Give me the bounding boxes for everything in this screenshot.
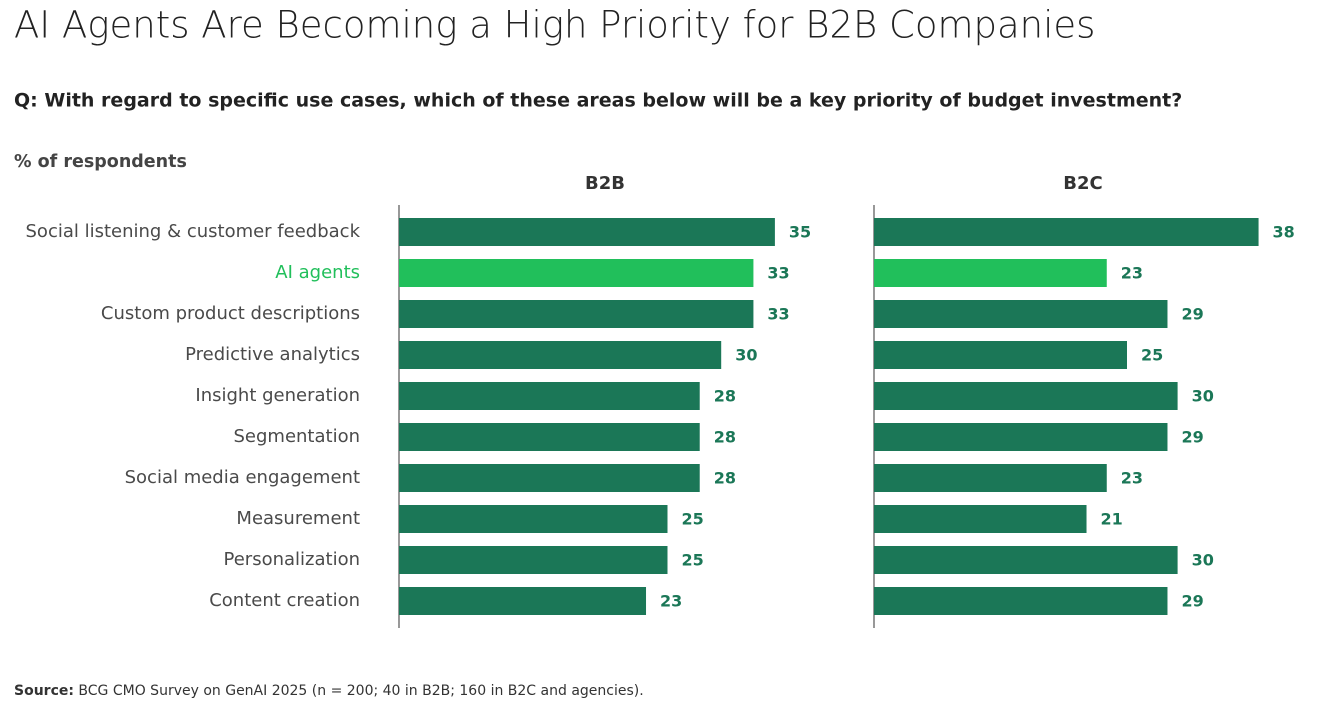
bar bbox=[399, 464, 700, 492]
bar bbox=[399, 259, 754, 287]
value-label: 28 bbox=[714, 469, 736, 488]
category-label: AI agents bbox=[275, 262, 360, 283]
value-label: 30 bbox=[1192, 551, 1214, 570]
source-text: BCG CMO Survey on GenAI 2025 (n = 200; 4… bbox=[78, 683, 643, 699]
value-label: 30 bbox=[1192, 387, 1214, 406]
value-label: 28 bbox=[714, 428, 736, 447]
value-label: 23 bbox=[660, 592, 682, 611]
bar bbox=[399, 546, 668, 574]
category-label: Predictive analytics bbox=[185, 344, 360, 365]
bar bbox=[399, 423, 700, 451]
bar bbox=[874, 423, 1168, 451]
value-label: 29 bbox=[1181, 305, 1203, 324]
panel-title: B2B bbox=[585, 173, 625, 194]
bar bbox=[399, 587, 647, 615]
bar bbox=[874, 259, 1107, 287]
value-label: 38 bbox=[1273, 223, 1295, 242]
value-label: 28 bbox=[714, 387, 736, 406]
bar bbox=[399, 300, 754, 328]
value-label: 33 bbox=[767, 305, 789, 324]
value-label: 25 bbox=[682, 510, 704, 529]
bar bbox=[874, 505, 1087, 533]
bar bbox=[874, 300, 1168, 328]
panel-title: B2C bbox=[1063, 173, 1102, 194]
category-label: Content creation bbox=[209, 590, 360, 611]
category-label: Custom product descriptions bbox=[101, 303, 360, 324]
bar bbox=[874, 382, 1178, 410]
bar bbox=[399, 218, 775, 246]
value-label: 23 bbox=[1121, 264, 1143, 283]
category-label: Social listening & customer feedback bbox=[26, 221, 361, 242]
value-label: 29 bbox=[1181, 428, 1203, 447]
value-label: 25 bbox=[1141, 346, 1163, 365]
category-label: Social media engagement bbox=[125, 467, 360, 488]
bar bbox=[399, 382, 700, 410]
bar bbox=[399, 341, 722, 369]
chart-title: AI Agents Are Becoming a High Priority f… bbox=[14, 4, 1095, 47]
bar bbox=[874, 341, 1127, 369]
category-label: Personalization bbox=[224, 549, 360, 570]
value-label: 23 bbox=[1121, 469, 1143, 488]
category-label: Measurement bbox=[236, 508, 360, 529]
value-axis-label: % of respondents bbox=[14, 152, 187, 172]
bar bbox=[874, 587, 1168, 615]
source-label: Source: bbox=[14, 683, 74, 699]
source: Source: BCG CMO Survey on GenAI 2025 (n … bbox=[14, 683, 644, 699]
value-label: 29 bbox=[1181, 592, 1203, 611]
value-label: 21 bbox=[1101, 510, 1123, 529]
bar bbox=[874, 464, 1107, 492]
chart-subtitle: Q: With regard to specific use cases, wh… bbox=[14, 90, 1182, 112]
value-label: 25 bbox=[682, 551, 704, 570]
value-label: 30 bbox=[735, 346, 757, 365]
bar bbox=[874, 218, 1259, 246]
bar bbox=[874, 546, 1178, 574]
category-label: Insight generation bbox=[195, 385, 360, 406]
value-label: 35 bbox=[789, 223, 811, 242]
value-label: 33 bbox=[767, 264, 789, 283]
category-label: Segmentation bbox=[233, 426, 360, 447]
bar bbox=[399, 505, 668, 533]
